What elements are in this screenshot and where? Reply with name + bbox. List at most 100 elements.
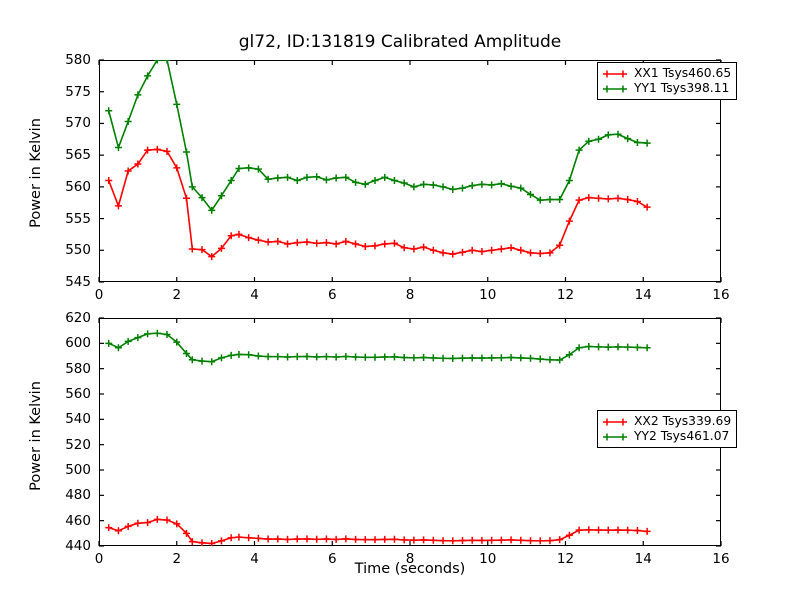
data-point-marker <box>420 536 427 543</box>
data-point-marker <box>420 181 427 188</box>
bottom-legend: XX2 Tsys339.69YY2 Tsys461.07 <box>597 410 737 448</box>
data-point-marker <box>585 526 592 533</box>
data-point-marker <box>284 240 291 247</box>
data-point-marker <box>585 343 592 350</box>
data-point-marker <box>449 537 456 544</box>
data-point-marker <box>372 242 379 249</box>
data-point-marker <box>372 354 379 361</box>
data-point-marker <box>624 135 631 142</box>
data-point-marker <box>391 353 398 360</box>
legend-label: XX2 Tsys339.69 <box>634 414 731 429</box>
data-point-marker <box>644 344 651 351</box>
data-point-marker <box>183 195 190 202</box>
data-point-marker <box>391 240 398 247</box>
data-point-marker <box>605 344 612 351</box>
data-point-marker <box>605 131 612 138</box>
data-point-marker <box>313 536 320 543</box>
data-point-marker <box>469 247 476 254</box>
data-point-marker <box>469 537 476 544</box>
data-point-marker <box>430 537 437 544</box>
data-point-marker <box>410 537 417 544</box>
data-point-marker <box>323 536 330 543</box>
data-point-marker <box>644 140 651 147</box>
data-point-marker <box>537 537 544 544</box>
data-point-marker <box>154 57 161 64</box>
legend-entry: YY2 Tsys461.07 <box>602 429 731 444</box>
data-point-marker <box>342 353 349 360</box>
x-tick-label: 12 <box>557 551 574 567</box>
data-point-marker <box>624 196 631 203</box>
legend-entry: YY1 Tsys398.11 <box>602 81 731 96</box>
data-point-marker <box>546 196 553 203</box>
data-point-marker <box>634 527 641 534</box>
data-point-marker <box>430 181 437 188</box>
data-point-marker <box>303 174 310 181</box>
x-tick-label: 4 <box>250 551 259 567</box>
data-point-marker <box>488 537 495 544</box>
data-point-marker <box>208 358 215 365</box>
data-point-marker <box>144 330 151 337</box>
data-point-marker <box>566 532 573 539</box>
data-point-marker <box>595 136 602 143</box>
data-point-marker <box>576 197 583 204</box>
data-point-marker <box>556 536 563 543</box>
legend-line-marker <box>602 83 628 95</box>
data-point-marker <box>546 356 553 363</box>
data-point-marker <box>333 354 340 361</box>
legend-label: YY2 Tsys461.07 <box>634 429 729 444</box>
data-point-marker <box>644 528 651 535</box>
x-tick-label: 6 <box>328 551 337 567</box>
data-point-marker <box>173 101 180 108</box>
data-point-marker <box>508 183 515 190</box>
data-point-marker <box>440 183 447 190</box>
data-point-marker <box>556 357 563 364</box>
data-point-marker <box>245 164 252 171</box>
data-point-marker <box>498 180 505 187</box>
data-point-marker <box>498 354 505 361</box>
data-point-marker <box>634 344 641 351</box>
x-tick-label: 2 <box>172 287 181 303</box>
data-point-marker <box>154 146 161 153</box>
data-point-marker <box>115 144 122 151</box>
data-point-marker <box>440 355 447 362</box>
data-point-marker <box>420 354 427 361</box>
data-point-marker <box>342 535 349 542</box>
data-point-marker <box>245 234 252 241</box>
data-point-marker <box>430 354 437 361</box>
data-point-marker <box>235 351 242 358</box>
data-point-marker <box>362 243 369 250</box>
data-point-marker <box>459 355 466 362</box>
legend-line-marker <box>602 416 628 428</box>
y-tick-label: 600 <box>31 335 91 351</box>
data-point-marker <box>576 527 583 534</box>
data-point-marker <box>527 249 534 256</box>
data-point-marker <box>245 351 252 358</box>
data-point-marker <box>105 107 112 114</box>
y-tick-label: 460 <box>31 513 91 529</box>
data-point-marker <box>478 181 485 188</box>
data-point-marker <box>173 164 180 171</box>
data-point-marker <box>614 343 621 350</box>
data-point-marker <box>164 148 171 155</box>
data-point-marker <box>469 182 476 189</box>
data-point-marker <box>294 536 301 543</box>
data-point-marker <box>228 534 235 541</box>
data-point-marker <box>125 118 132 125</box>
x-tick-label: 14 <box>635 287 652 303</box>
top-legend: XX1 Tsys460.65YY1 Tsys398.11 <box>597 62 737 100</box>
data-point-marker <box>333 536 340 543</box>
y-tick-label: 555 <box>31 211 91 227</box>
matplotlib-figure: gl72, ID:131819 Calibrated Amplitude Pow… <box>0 0 800 600</box>
x-tick-label: 2 <box>172 551 181 567</box>
x-tick-label: 12 <box>557 287 574 303</box>
data-point-marker <box>154 330 161 337</box>
data-point-marker <box>199 358 206 365</box>
data-point-marker <box>313 353 320 360</box>
data-point-marker <box>381 536 388 543</box>
legend-line-marker <box>602 68 628 80</box>
y-tick-label: 565 <box>31 147 91 163</box>
data-point-marker <box>391 177 398 184</box>
data-point-marker <box>274 353 281 360</box>
data-point-marker <box>585 194 592 201</box>
data-point-marker <box>255 353 262 360</box>
